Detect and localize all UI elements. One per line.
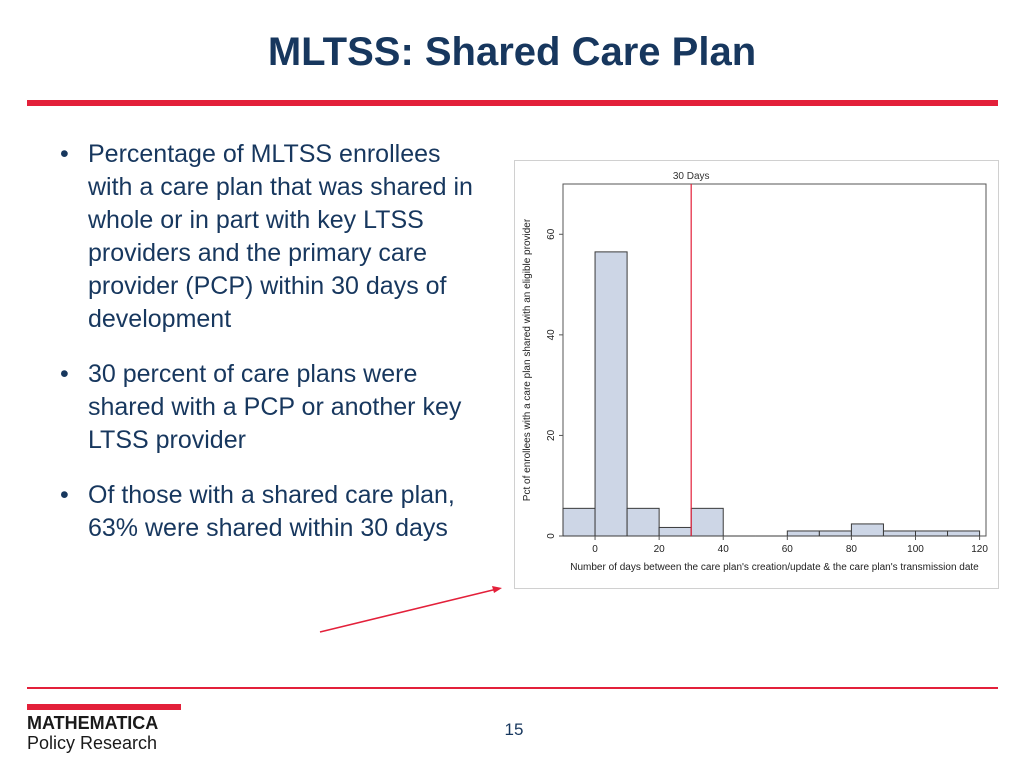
x-axis-ticks: 0 20 40 60 80 100 120 — [592, 536, 988, 555]
x-tick-label: 40 — [718, 544, 730, 555]
bullet-text: 30 percent of care plans were shared wit… — [88, 360, 462, 454]
histogram-chart: 0 20 40 60 80 100 120 0 20 40 60 30 Days Number o… — [514, 160, 999, 589]
y-tick-label: 20 — [546, 429, 557, 441]
bullet-list: • Percentage of MLTSS enrollees with a c… — [58, 138, 478, 567]
x-tick-label: 80 — [846, 544, 858, 555]
histogram-bar — [594, 251, 628, 537]
slide-title: MLTSS: Shared Care Plan — [267, 30, 757, 74]
mathematica-logo: MATHEMATICA Policy Research — [27, 704, 183, 753]
histogram-bars — [562, 251, 981, 537]
bullet-dot-icon: • — [60, 360, 69, 388]
histogram-bar — [626, 507, 660, 537]
x-tick-label: 0 — [592, 544, 598, 555]
arrow-shaft — [319, 588, 498, 633]
x-tick-label: 60 — [782, 544, 794, 555]
histogram-bar — [947, 530, 981, 537]
x-tick-label: 20 — [654, 544, 666, 555]
bullet-item: • Percentage of MLTSS enrollees with a c… — [58, 138, 478, 336]
footer-divider — [27, 687, 998, 689]
x-tick-label: 120 — [971, 544, 988, 555]
logo-line2: Policy Research — [27, 733, 158, 753]
y-axis-ticks: 0 20 40 60 — [546, 228, 563, 539]
y-tick-label: 40 — [546, 329, 557, 341]
page-number: 15 — [504, 720, 524, 739]
title-divider — [27, 100, 998, 106]
y-tick-label: 60 — [546, 228, 557, 240]
y-axis-label: Pct of enrollees with a care plan shared… — [522, 218, 533, 501]
histogram-svg: 0 20 40 60 80 100 120 0 20 40 60 30 Days Number o… — [522, 171, 988, 573]
bullet-text: Of those with a shared care plan, 63% we… — [88, 481, 455, 542]
bullet-item: • 30 percent of care plans were shared w… — [58, 358, 478, 457]
histogram-bar — [562, 507, 596, 537]
histogram-bar — [690, 507, 724, 537]
x-tick-label: 100 — [907, 544, 924, 555]
bullet-dot-icon: • — [60, 481, 69, 509]
bullet-dot-icon: • — [60, 140, 69, 168]
histogram-bar — [850, 523, 884, 537]
arrow-head-icon — [492, 586, 502, 593]
reference-line-label: 30 Days — [673, 171, 710, 182]
logo-line1: MATHEMATICA — [27, 713, 159, 733]
x-axis-label: Number of days between the care plan's c… — [570, 562, 979, 573]
logo-bar — [27, 704, 181, 710]
bullet-text: Percentage of MLTSS enrollees with a car… — [88, 140, 473, 333]
bullet-item: • Of those with a shared care plan, 63% … — [58, 479, 478, 545]
y-tick-label: 0 — [546, 533, 557, 539]
